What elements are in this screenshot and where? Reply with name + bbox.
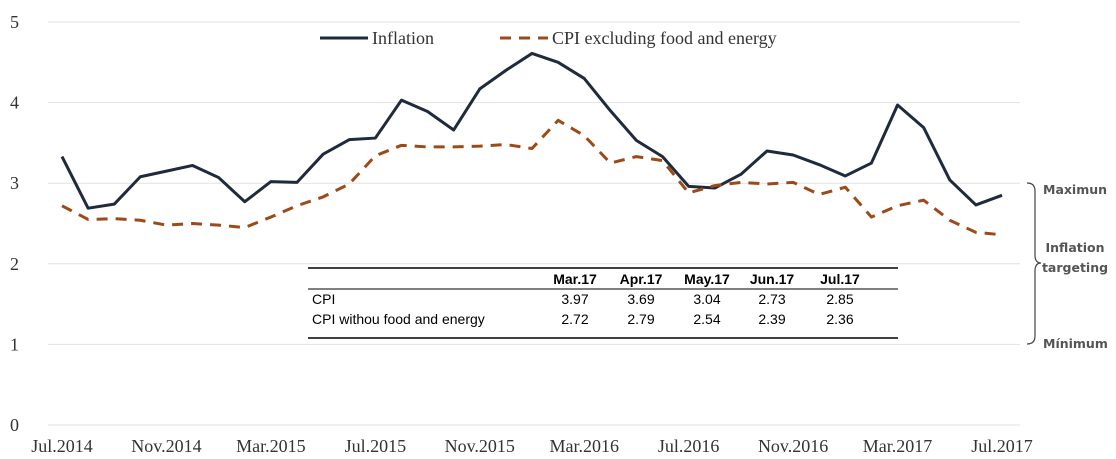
x-tick-label: Jul.2014 (31, 436, 93, 456)
x-tick-label: Mar.2015 (236, 436, 306, 456)
table-header: May.17 (684, 271, 730, 287)
legend-label: CPI excluding food and energy (552, 28, 777, 48)
annotation-max: Maximun (1043, 182, 1107, 197)
line-series (60, 51, 1003, 210)
x-tick-label: Nov.2015 (445, 436, 515, 456)
annotation-min: Mínimum (1043, 336, 1108, 351)
table-bg (308, 268, 898, 338)
table-cell: 2.39 (758, 311, 785, 327)
line-series (61, 118, 1003, 237)
table-cell: 2.73 (758, 291, 785, 307)
y-tick-label: 1 (10, 334, 19, 354)
x-tick-label: Jul.2015 (345, 436, 407, 456)
x-tick-label: Jul.2016 (658, 436, 720, 456)
table-header: Mar.17 (553, 271, 597, 287)
x-tick-label: Jul.2017 (971, 436, 1033, 456)
table-header: Jul.17 (820, 271, 860, 287)
y-tick-label: 2 (10, 254, 19, 274)
x-tick-label: Nov.2014 (131, 436, 201, 456)
x-tick-label: Mar.2017 (863, 436, 933, 456)
annotation-target: Inflation targeting (1041, 240, 1109, 275)
table-cell: 2.36 (826, 311, 853, 327)
table-cell: 3.69 (627, 291, 654, 307)
table-row-label: CPI (312, 291, 335, 307)
table-cell: 3.97 (561, 291, 588, 307)
x-tick-label: Nov.2016 (758, 436, 828, 456)
y-tick-label: 0 (10, 415, 19, 435)
y-tick-label: 4 (10, 93, 19, 113)
table-cell: 2.85 (826, 291, 853, 307)
table-header: Jun.17 (750, 271, 795, 287)
legend-label: Inflation (372, 28, 434, 48)
table-cell: 2.79 (627, 311, 654, 327)
y-tick-label: 5 (10, 12, 19, 32)
table-row-label: CPI withou food and energy (312, 311, 485, 327)
table-cell: 2.54 (693, 311, 720, 327)
y-tick-label: 3 (10, 173, 19, 193)
brace (1026, 182, 1042, 345)
x-tick-label: Mar.2016 (549, 436, 619, 456)
table-cell: 2.72 (561, 311, 588, 327)
table-cell: 3.04 (693, 291, 720, 307)
table-header: Apr.17 (620, 271, 663, 287)
